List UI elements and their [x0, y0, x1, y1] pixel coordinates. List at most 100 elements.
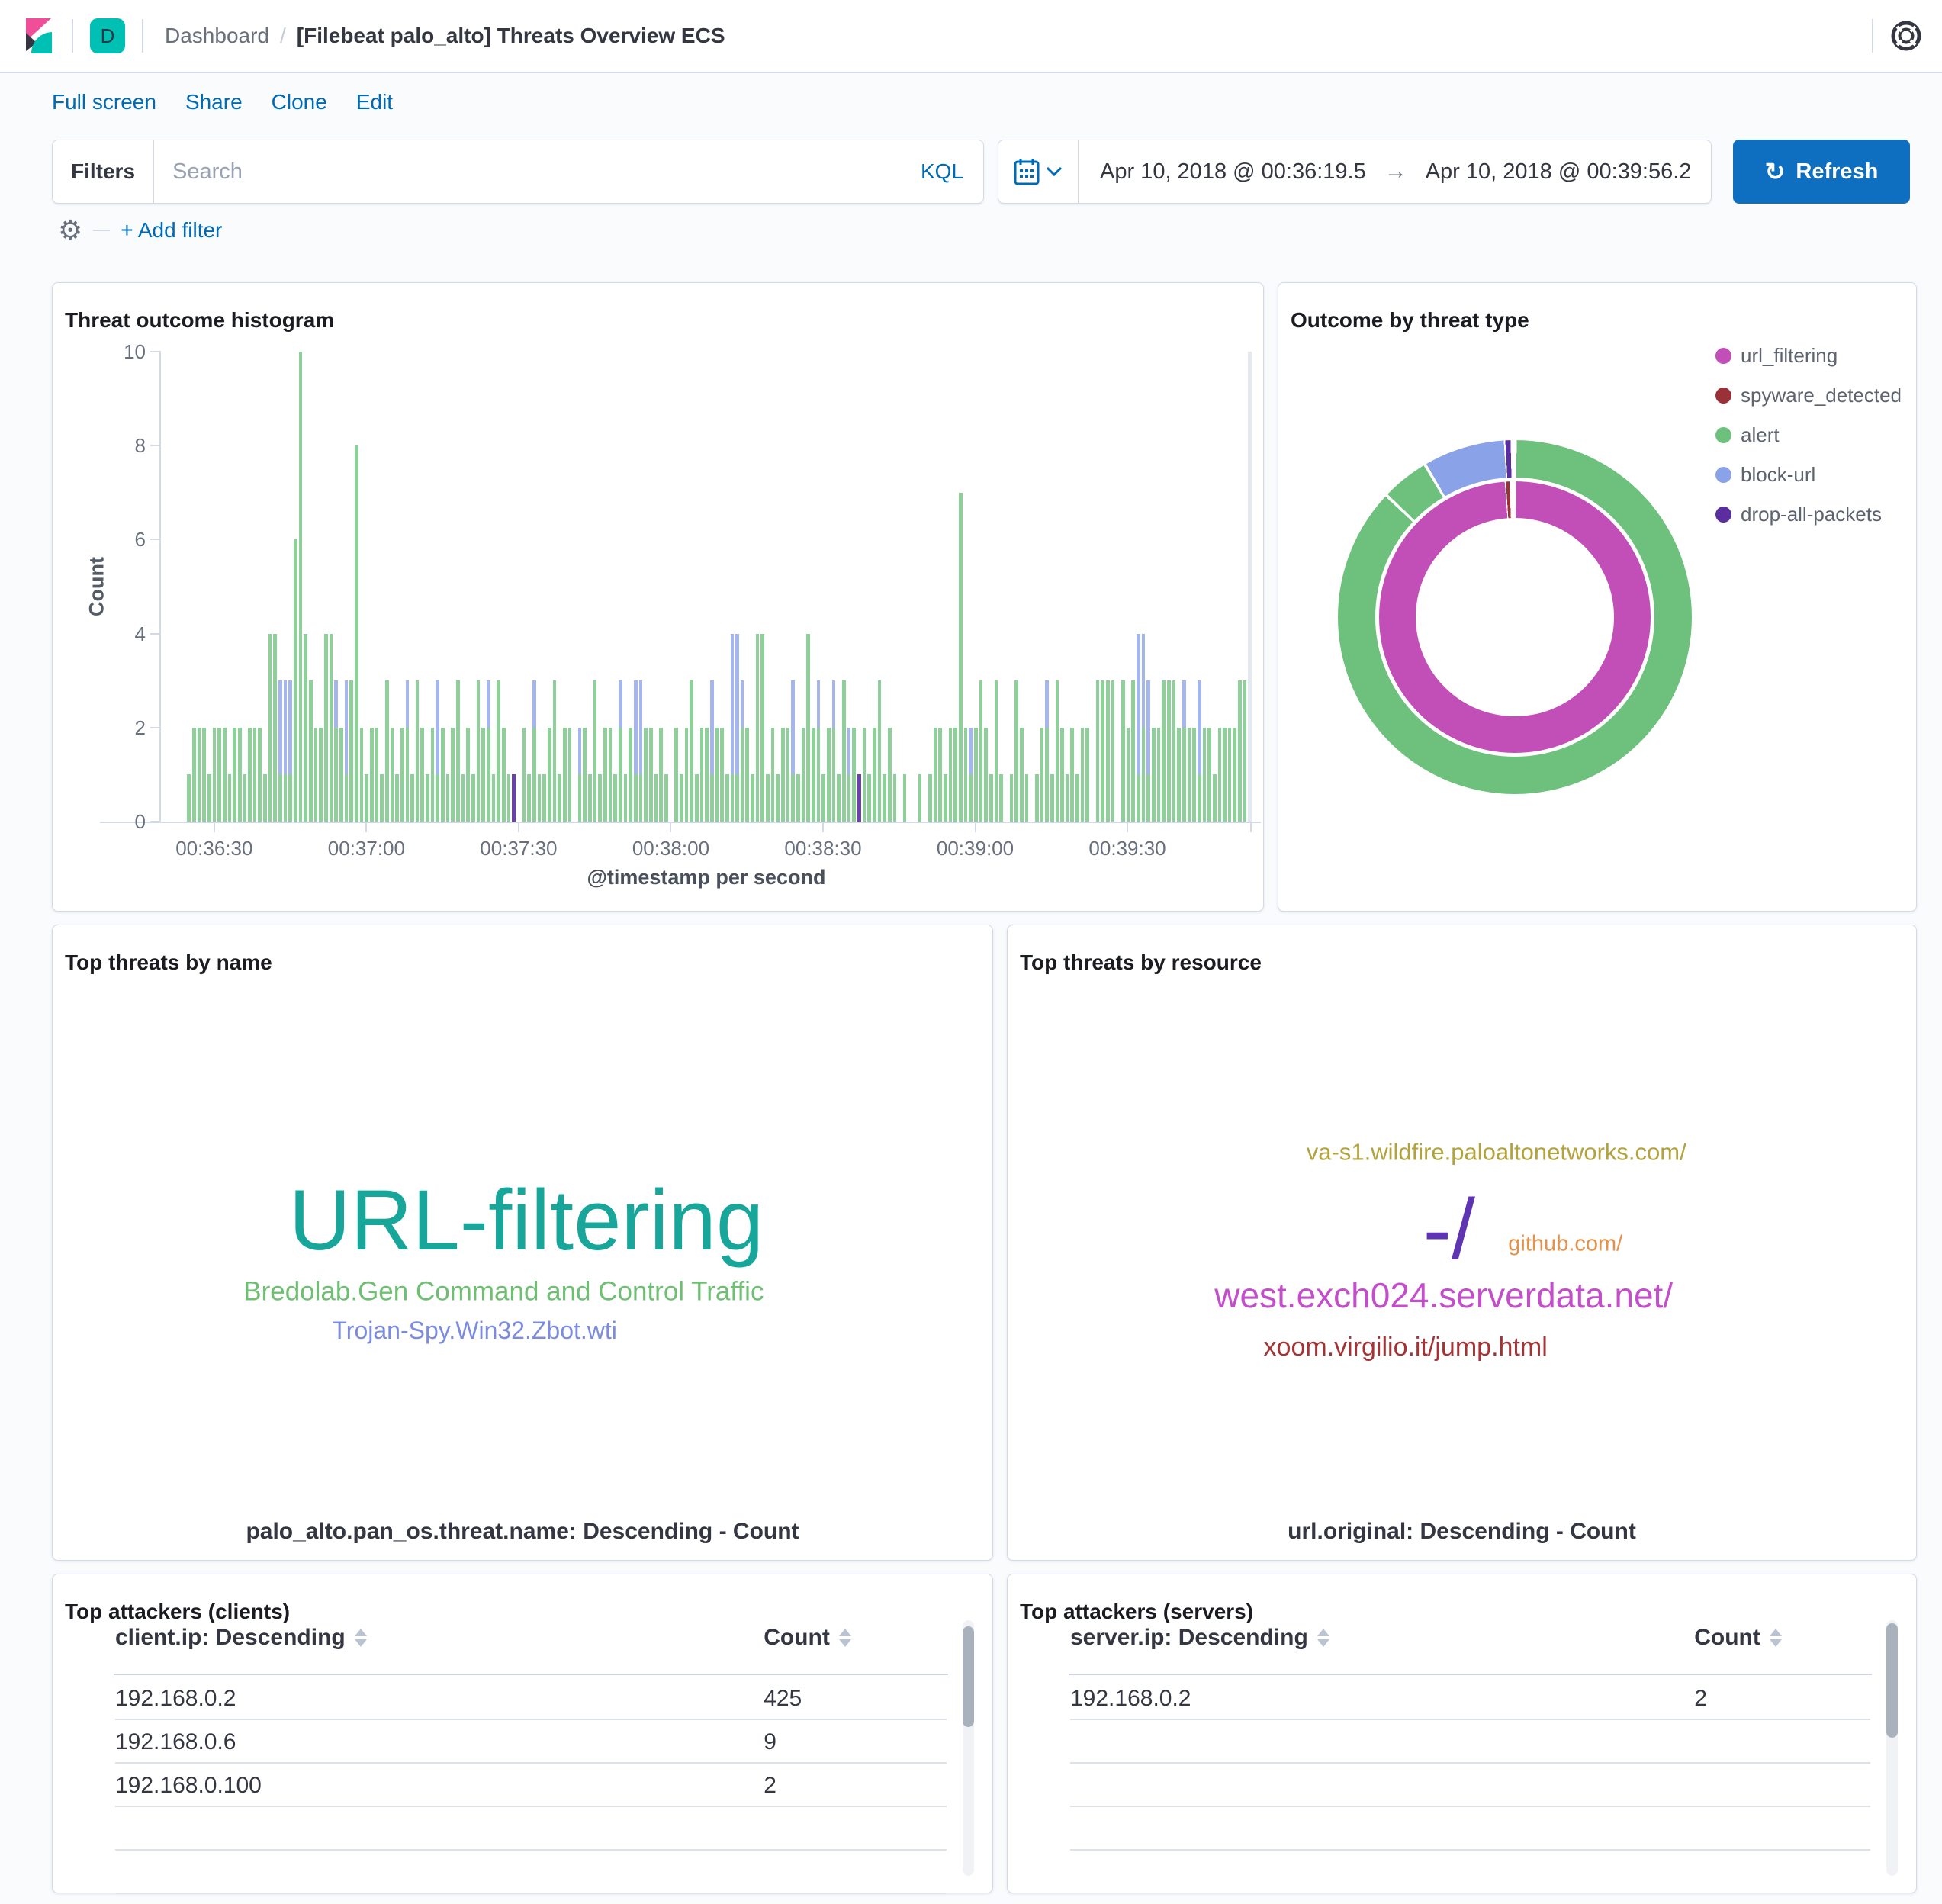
histogram-bar[interactable]	[1085, 352, 1090, 822]
histogram-bar[interactable]	[780, 352, 786, 822]
histogram-bar[interactable]	[1166, 352, 1172, 822]
histogram-bar[interactable]	[1207, 352, 1212, 822]
histogram-bar[interactable]	[953, 352, 958, 822]
histogram-bar[interactable]	[262, 352, 268, 822]
histogram-bar[interactable]	[415, 352, 420, 822]
histogram-bar[interactable]	[1029, 352, 1034, 822]
histogram-bar[interactable]	[293, 352, 298, 822]
histogram-bar[interactable]	[354, 352, 359, 822]
histogram-bar[interactable]	[1222, 352, 1227, 822]
histogram-bar[interactable]	[740, 352, 745, 822]
histogram-bar[interactable]	[664, 352, 669, 822]
histogram-bar[interactable]	[1202, 352, 1207, 822]
histogram-bar[interactable]	[826, 352, 831, 822]
histogram-bar[interactable]	[298, 352, 304, 822]
column-header-ip[interactable]: client.ip: Descending	[115, 1625, 367, 1651]
histogram-bar[interactable]	[922, 352, 928, 822]
histogram-bar[interactable]	[1243, 352, 1248, 822]
histogram-bar[interactable]	[288, 352, 293, 822]
histogram-bar[interactable]	[719, 352, 725, 822]
histogram-bar[interactable]	[897, 352, 902, 822]
histogram-bar[interactable]	[744, 352, 750, 822]
histogram-bar[interactable]	[212, 352, 217, 822]
histogram-bar[interactable]	[1130, 352, 1136, 822]
table-row[interactable]	[1070, 1762, 1870, 1807]
histogram-bar[interactable]	[1182, 352, 1187, 822]
histogram-bar[interactable]	[790, 352, 796, 822]
time-range-end[interactable]: Apr 10, 2018 @ 00:39:56.2	[1425, 159, 1692, 184]
histogram-bar[interactable]	[882, 352, 887, 822]
histogram-bar[interactable]	[989, 352, 994, 822]
histogram-bar[interactable]	[1247, 352, 1252, 822]
scrollbar-thumb[interactable]	[1886, 1623, 1898, 1738]
histogram-bar[interactable]	[1197, 352, 1202, 822]
histogram-bar[interactable]	[902, 352, 908, 822]
histogram-bar[interactable]	[511, 352, 516, 822]
histogram-bar[interactable]	[633, 352, 638, 822]
cell-ip[interactable]: 192.168.0.2	[1070, 1686, 1191, 1711]
histogram-bar[interactable]	[313, 352, 319, 822]
filters-button[interactable]: Filters	[53, 140, 154, 203]
histogram-bar[interactable]	[638, 352, 644, 822]
histogram-bar[interactable]	[1172, 352, 1177, 822]
histogram-bar[interactable]	[303, 352, 308, 822]
histogram-bar[interactable]	[166, 352, 172, 822]
histogram-bar[interactable]	[1126, 352, 1131, 822]
histogram-bar[interactable]	[805, 352, 811, 822]
help-icon[interactable]	[1890, 20, 1922, 52]
histogram-bar[interactable]	[907, 352, 912, 822]
legend-item-drop-all-packets[interactable]: drop-all-packets	[1715, 503, 1902, 526]
gear-icon[interactable]: ⚙	[58, 214, 83, 246]
histogram-bar[interactable]	[318, 352, 323, 822]
histogram-bar[interactable]	[1075, 352, 1080, 822]
histogram-bar[interactable]	[243, 352, 248, 822]
histogram-bar[interactable]	[252, 352, 258, 822]
histogram-bar[interactable]	[232, 352, 237, 822]
histogram-bar[interactable]	[968, 352, 973, 822]
histogram-bar[interactable]	[283, 352, 288, 822]
histogram-bar[interactable]	[186, 352, 191, 822]
histogram-bar[interactable]	[851, 352, 857, 822]
tag-cloud-term[interactable]: xoom.virgilio.it/jump.html	[1263, 1333, 1548, 1362]
histogram-bar[interactable]	[943, 352, 948, 822]
histogram-bar[interactable]	[410, 352, 415, 822]
tag-cloud-term[interactable]: URL-filtering	[288, 1172, 764, 1268]
histogram-bar[interactable]	[912, 352, 918, 822]
histogram-bar[interactable]	[648, 352, 654, 822]
table-row[interactable]: 192.168.0.6 9	[115, 1719, 947, 1764]
histogram-bar[interactable]	[694, 352, 699, 822]
histogram-bar[interactable]	[481, 352, 486, 822]
histogram-bar[interactable]	[496, 352, 501, 822]
histogram-bar[interactable]	[750, 352, 755, 822]
table-row[interactable]: 192.168.0.2 425	[115, 1675, 947, 1720]
menu-edit[interactable]: Edit	[355, 90, 394, 114]
histogram-bar[interactable]	[958, 352, 963, 822]
histogram-bar[interactable]	[562, 352, 567, 822]
histogram-bar[interactable]	[349, 352, 354, 822]
histogram-bar[interactable]	[308, 352, 313, 822]
histogram-bar[interactable]	[161, 352, 166, 822]
histogram-bar[interactable]	[1187, 352, 1192, 822]
histogram-bar[interactable]	[1237, 352, 1243, 822]
histogram-bar[interactable]	[582, 352, 587, 822]
kql-toggle[interactable]: KQL	[920, 159, 963, 183]
histogram-bar[interactable]	[1044, 352, 1050, 822]
histogram-bar[interactable]	[1111, 352, 1116, 822]
histogram-bar[interactable]	[1191, 352, 1197, 822]
histogram-bar[interactable]	[191, 352, 197, 822]
histogram-bar[interactable]	[1212, 352, 1217, 822]
histogram-bar[interactable]	[1080, 352, 1085, 822]
histogram-bar[interactable]	[1095, 352, 1101, 822]
histogram-bar[interactable]	[278, 352, 283, 822]
table-row[interactable]	[1070, 1806, 1870, 1851]
histogram-bar[interactable]	[526, 352, 532, 822]
histogram-bar[interactable]	[486, 352, 491, 822]
cell-ip[interactable]: 192.168.0.100	[115, 1773, 262, 1798]
histogram-bar[interactable]	[973, 352, 979, 822]
histogram-bar[interactable]	[994, 352, 999, 822]
histogram-bar[interactable]	[928, 352, 933, 822]
histogram-bar[interactable]	[1146, 352, 1151, 822]
histogram-bar[interactable]	[1040, 352, 1045, 822]
histogram-bar[interactable]	[654, 352, 659, 822]
histogram-bar[interactable]	[725, 352, 730, 822]
